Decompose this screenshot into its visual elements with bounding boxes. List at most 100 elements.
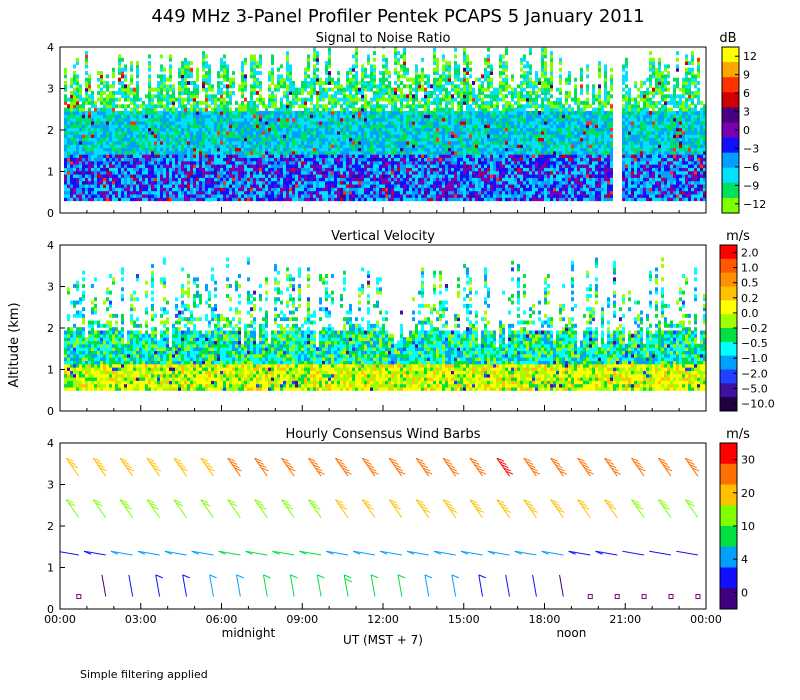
snr-cell bbox=[388, 157, 391, 162]
snr-cell bbox=[346, 167, 349, 172]
snr-cell bbox=[376, 127, 379, 132]
snr-cell bbox=[160, 170, 163, 175]
snr-cell bbox=[148, 54, 151, 59]
snr-cell bbox=[349, 124, 352, 129]
snr-cell bbox=[274, 84, 277, 89]
snr-cell bbox=[418, 160, 421, 165]
snr-cell bbox=[208, 104, 211, 109]
snr-cell bbox=[85, 114, 88, 119]
snr-cell bbox=[412, 127, 415, 132]
snr-cell bbox=[385, 193, 388, 198]
snr-cell bbox=[265, 187, 268, 192]
snr-cell bbox=[208, 190, 211, 195]
snr-cell bbox=[136, 94, 139, 99]
snr-cell bbox=[82, 177, 85, 182]
snr-cell bbox=[430, 157, 433, 162]
snr-cell bbox=[196, 117, 199, 122]
snr-cell bbox=[361, 110, 364, 115]
snr-cell bbox=[193, 107, 196, 112]
snr-cell bbox=[397, 187, 400, 192]
snr-cell bbox=[271, 164, 274, 168]
snr-cell bbox=[442, 190, 445, 195]
snr-cell bbox=[445, 187, 448, 192]
snr-cell bbox=[112, 110, 115, 115]
snr-cell bbox=[298, 120, 301, 125]
snr-cell bbox=[319, 97, 322, 102]
snr-cell bbox=[370, 97, 373, 102]
snr-cell bbox=[418, 84, 421, 89]
snr-cell bbox=[232, 193, 235, 198]
snr-cell bbox=[385, 104, 388, 109]
snr-cell bbox=[223, 130, 226, 135]
snr-cell bbox=[103, 127, 106, 132]
snr-cell bbox=[340, 150, 343, 155]
snr-cell bbox=[346, 134, 349, 139]
snr-cell bbox=[256, 164, 259, 168]
snr-cell bbox=[184, 183, 187, 188]
snr-cell bbox=[433, 190, 436, 195]
snr-cell bbox=[139, 117, 142, 122]
snr-cell bbox=[325, 61, 328, 66]
snr-cell bbox=[394, 144, 397, 149]
snr-cell bbox=[400, 107, 403, 112]
snr-cell bbox=[217, 84, 220, 89]
snr-cell bbox=[85, 81, 88, 85]
snr-cell bbox=[148, 61, 151, 66]
snr-cell bbox=[436, 193, 439, 198]
snr-cell bbox=[442, 120, 445, 125]
snr-cell bbox=[235, 130, 238, 135]
snr-cell bbox=[298, 117, 301, 122]
snr-cell bbox=[433, 130, 436, 135]
snr-cell bbox=[427, 144, 430, 149]
snr-cell bbox=[76, 120, 79, 125]
snr-cell bbox=[304, 190, 307, 195]
snr-cell bbox=[250, 140, 253, 145]
snr-cell bbox=[160, 180, 163, 185]
snr-cell bbox=[343, 94, 346, 99]
snr-cell bbox=[187, 67, 190, 72]
snr-cell bbox=[364, 164, 367, 168]
snr-cell bbox=[220, 97, 223, 102]
snr-cell bbox=[112, 190, 115, 195]
snr-cell bbox=[145, 180, 148, 185]
snr-cell bbox=[205, 190, 208, 195]
snr-cell bbox=[262, 173, 265, 178]
snr-cell bbox=[394, 110, 397, 115]
snr-cell bbox=[247, 180, 250, 185]
snr-cell bbox=[268, 120, 271, 125]
snr-cell bbox=[181, 114, 184, 119]
snr-cell bbox=[349, 117, 352, 122]
snr-cell bbox=[103, 134, 106, 139]
snr-cell bbox=[244, 127, 247, 132]
snr-cell bbox=[121, 150, 124, 155]
snr-cell bbox=[370, 154, 373, 158]
snr-cell bbox=[334, 170, 337, 175]
snr-cell bbox=[145, 187, 148, 192]
snr-cell bbox=[202, 154, 205, 158]
snr-cell bbox=[391, 137, 394, 142]
snr-cell bbox=[64, 130, 67, 135]
snr-cell bbox=[259, 87, 262, 92]
snr-cell bbox=[382, 107, 385, 112]
snr-cell bbox=[172, 170, 175, 175]
snr-cell bbox=[298, 134, 301, 139]
snr-cell bbox=[355, 87, 358, 92]
snr-cell bbox=[439, 183, 442, 188]
snr-cell bbox=[409, 137, 412, 142]
snr-cell bbox=[382, 64, 385, 69]
snr-cell bbox=[307, 57, 310, 62]
snr-cell bbox=[82, 180, 85, 185]
snr-cell bbox=[157, 180, 160, 185]
snr-cell bbox=[418, 104, 421, 109]
snr-cell bbox=[370, 117, 373, 122]
snr-cell bbox=[373, 107, 376, 112]
snr-cell bbox=[328, 193, 331, 198]
snr-cell bbox=[91, 97, 94, 102]
snr-cell bbox=[385, 154, 388, 158]
snr-cell bbox=[181, 197, 184, 202]
snr-cell bbox=[103, 140, 106, 145]
snr-cell bbox=[349, 110, 352, 115]
snr-cell bbox=[244, 137, 247, 142]
snr-cell bbox=[373, 77, 376, 82]
snr-cell bbox=[232, 167, 235, 172]
